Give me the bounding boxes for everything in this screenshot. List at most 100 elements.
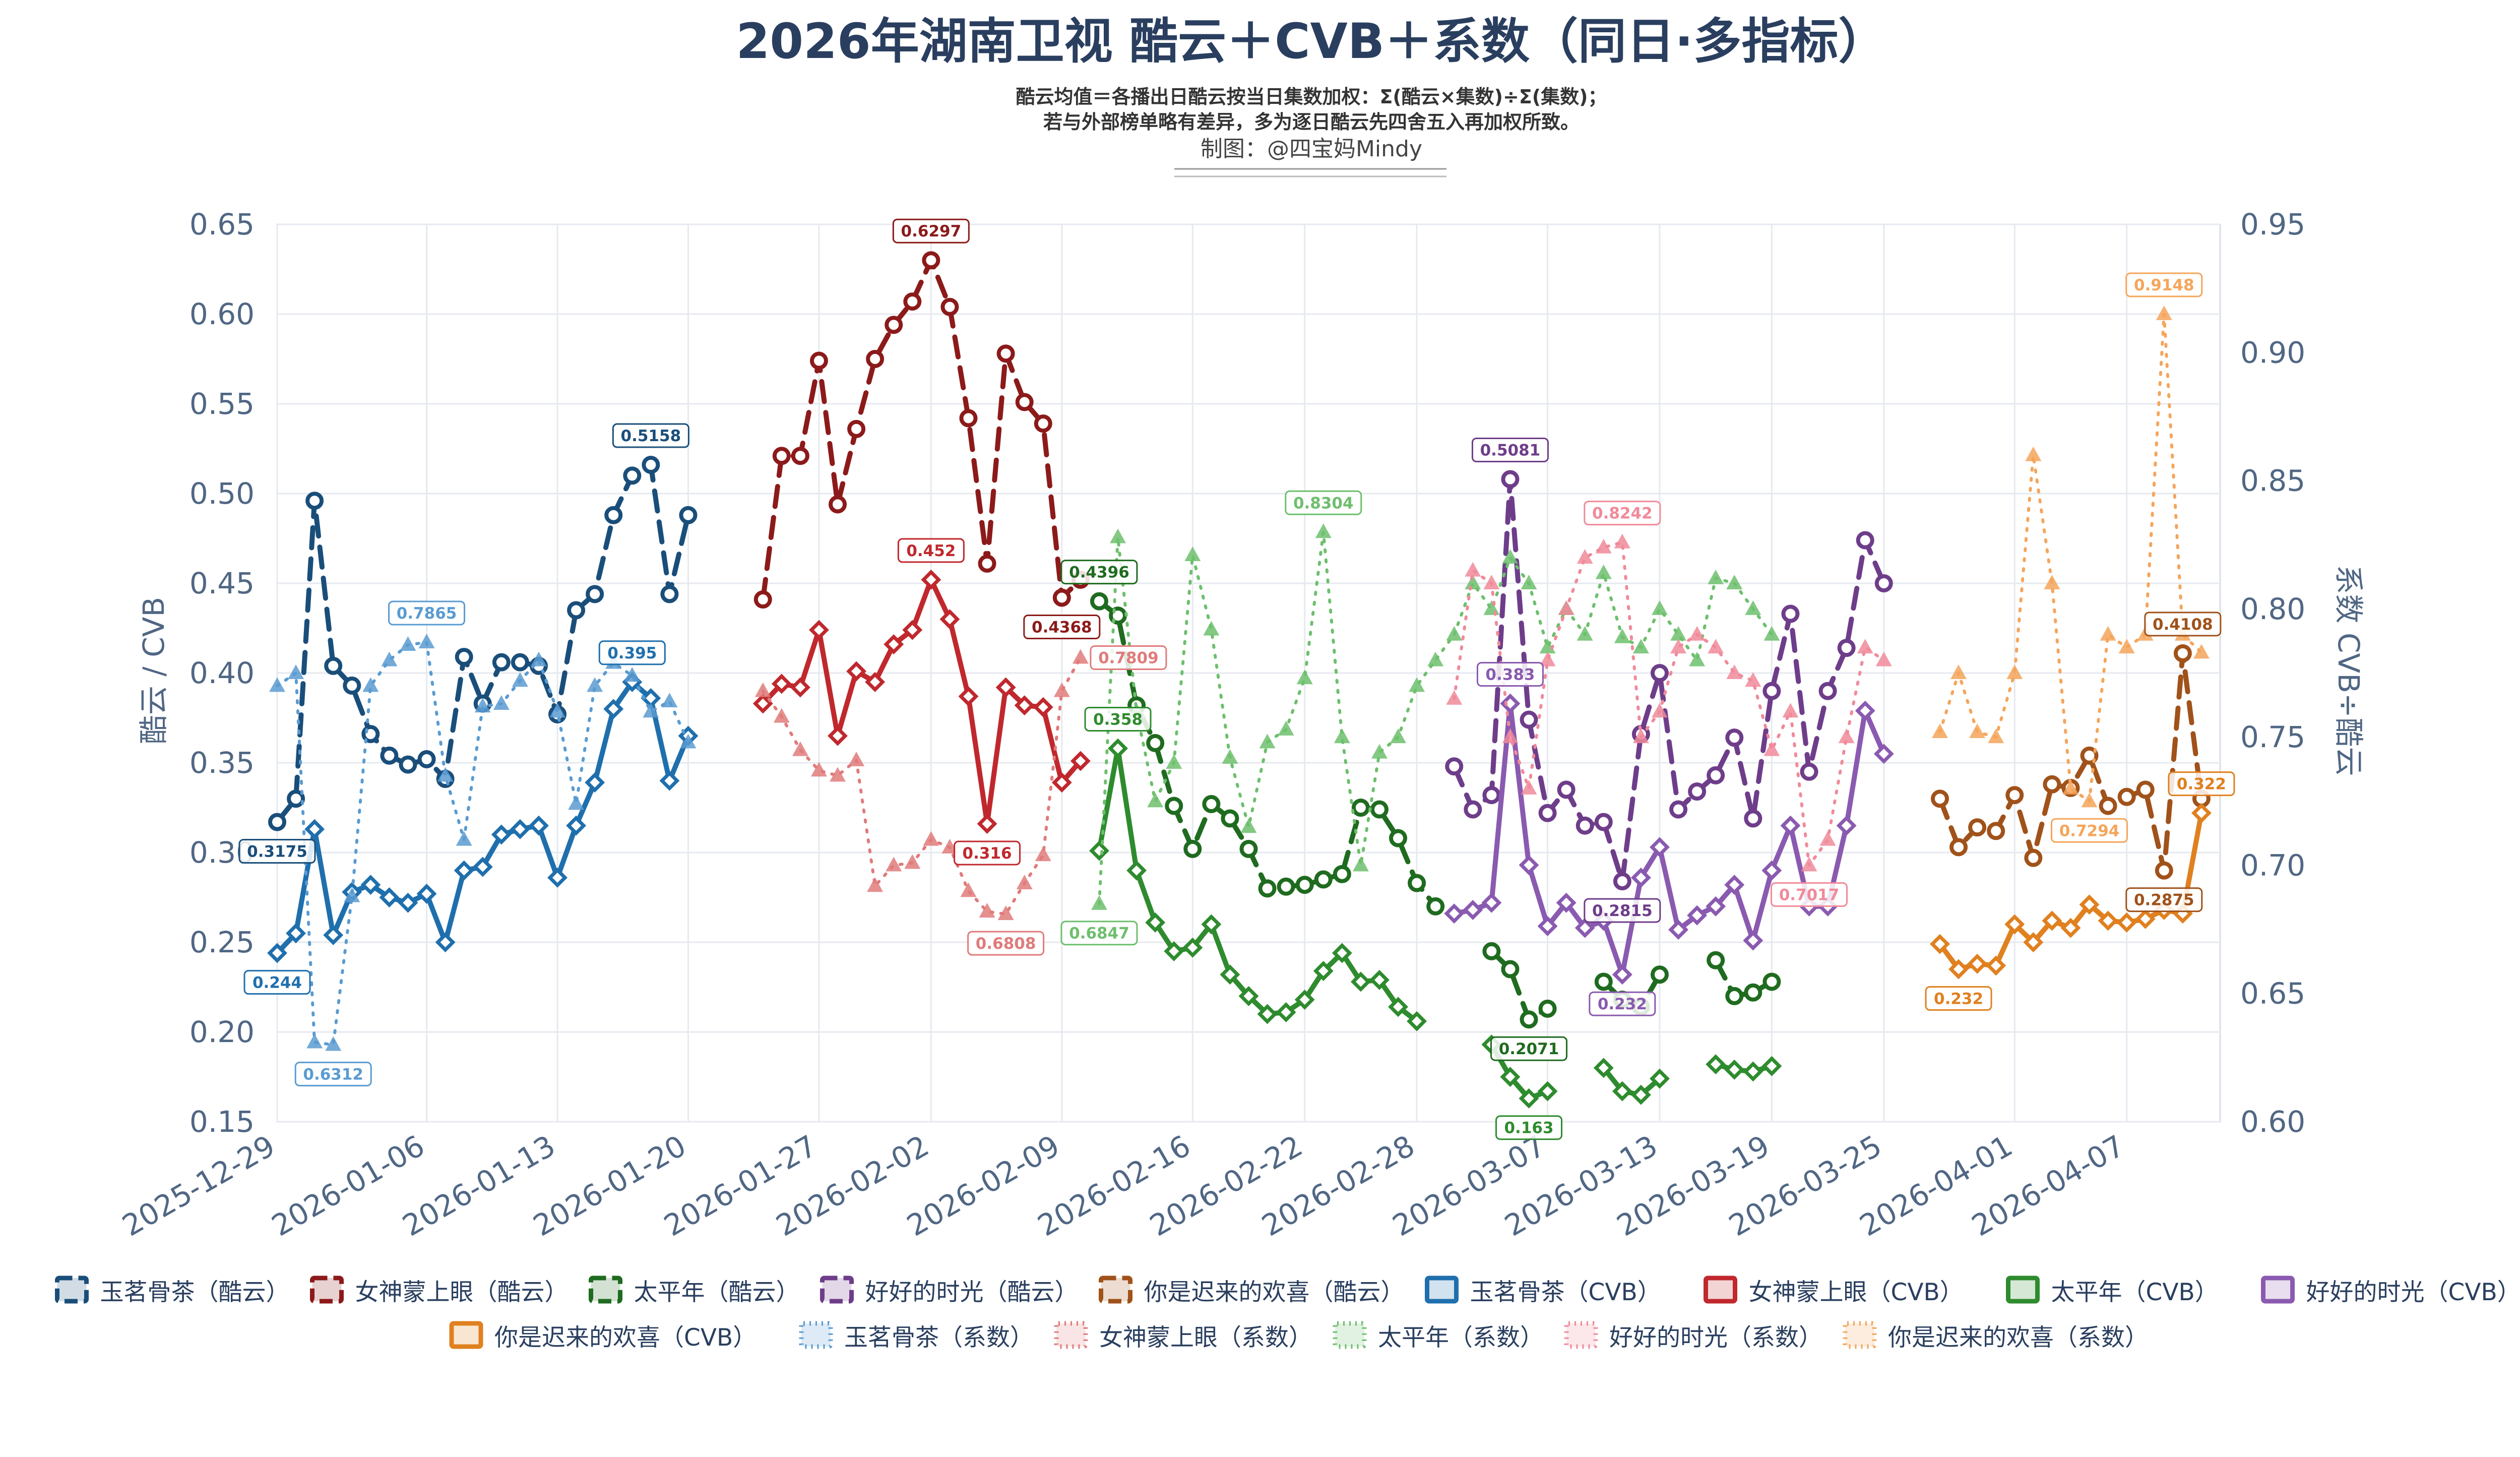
data-point xyxy=(977,814,997,834)
data-point xyxy=(1613,872,1631,890)
legend-item[interactable]: 玉茗骨茶（系数） xyxy=(799,1321,1034,1352)
data-label-text: 0.5081 xyxy=(1480,442,1541,460)
data-point xyxy=(1614,533,1630,549)
data-point xyxy=(885,316,903,334)
data-label: 0.3175 xyxy=(238,838,316,864)
data-point xyxy=(1967,953,1988,974)
right-y-tick-label: 0.80 xyxy=(2240,592,2305,626)
data-point xyxy=(1108,738,1128,759)
data-label-text: 0.163 xyxy=(1504,1119,1553,1137)
data-point xyxy=(472,857,493,877)
legend-item[interactable]: 女神蒙上眼（酷云） xyxy=(310,1276,569,1306)
data-label: 0.322 xyxy=(2168,771,2235,797)
data-point xyxy=(1238,986,1259,1006)
series-line xyxy=(1601,1065,1662,1098)
data-label: 0.2071 xyxy=(1490,1036,1568,1061)
data-point xyxy=(511,653,529,672)
data-point xyxy=(1276,1002,1296,1022)
data-point xyxy=(380,746,399,765)
legend-item[interactable]: 玉茗骨茶（酷云） xyxy=(55,1276,290,1306)
legend-item[interactable]: 好好的时光（酷云） xyxy=(820,1276,1079,1306)
data-label: 0.8304 xyxy=(1285,490,1362,515)
data-point xyxy=(510,819,530,839)
data-point xyxy=(1464,800,1482,819)
legend[interactable]: 玉茗骨茶（酷云） 女神蒙上眼（酷云） 太平年（酷云） 好好的时光（酷云） 你是迟来的欢喜… xyxy=(55,1276,2520,1352)
data-point xyxy=(528,815,549,836)
legend-item[interactable]: 你是迟来的欢喜（酷云） xyxy=(1099,1276,1405,1306)
data-point xyxy=(1481,892,1502,913)
legend-item[interactable]: 好好的时光（系数） xyxy=(1564,1321,1822,1352)
data-label-box xyxy=(1584,501,1661,526)
data-point xyxy=(456,831,472,846)
data-point xyxy=(1501,960,1520,979)
data-label: 0.7017 xyxy=(1771,882,1848,907)
right-y-tick-label: 0.65 xyxy=(2240,977,2305,1011)
data-label-text: 0.395 xyxy=(607,644,657,662)
legend-item[interactable]: 好好的时光（CVB） xyxy=(2261,1276,2520,1306)
data-point xyxy=(1277,877,1295,896)
legend-swatch xyxy=(1704,1276,1737,1304)
legend-label: 女神蒙上眼（酷云） xyxy=(355,1279,569,1306)
data-label-box xyxy=(1476,662,1544,687)
data-point xyxy=(269,677,285,692)
data-point xyxy=(1745,672,1761,687)
data-point xyxy=(1409,677,1425,692)
legend-item[interactable]: 玉茗骨茶（CVB） xyxy=(1425,1276,1661,1306)
data-label-box xyxy=(388,600,466,626)
legend-item[interactable]: 你是迟来的欢喜（系数） xyxy=(1843,1321,2149,1352)
series-kuyun-2 xyxy=(1090,592,1781,1029)
data-point xyxy=(1630,1084,1651,1105)
data-point xyxy=(1630,867,1651,888)
data-point xyxy=(568,795,585,810)
data-point xyxy=(2173,644,2192,662)
legend-swatch xyxy=(2261,1276,2295,1304)
data-label: 0.395 xyxy=(598,640,666,665)
data-label-box xyxy=(238,838,316,864)
data-label: 0.6312 xyxy=(294,1061,372,1086)
data-point xyxy=(829,495,847,514)
data-point xyxy=(753,590,772,609)
data-point xyxy=(1762,682,1781,700)
data-label-box xyxy=(243,969,311,995)
data-point xyxy=(566,815,587,836)
data-point xyxy=(1745,600,1761,615)
data-point xyxy=(454,860,474,881)
data-point xyxy=(1351,799,1370,817)
data-point xyxy=(1857,639,1873,654)
data-point xyxy=(791,447,809,465)
legend-item[interactable]: 太平年（系数） xyxy=(1333,1321,1544,1352)
data-point xyxy=(623,466,642,485)
data-point xyxy=(1222,749,1238,764)
data-point xyxy=(1408,874,1426,892)
data-point xyxy=(549,703,566,718)
data-point xyxy=(1352,857,1369,872)
data-point xyxy=(1201,914,1222,935)
data-label-text: 0.322 xyxy=(2177,775,2226,794)
data-point xyxy=(643,703,659,718)
data-point xyxy=(1446,690,1463,705)
data-point xyxy=(2060,918,2081,938)
right-y-tick-label: 0.70 xyxy=(2240,848,2305,882)
data-point xyxy=(1388,997,1408,1017)
series-coef-12 xyxy=(1091,523,1780,910)
data-label-box xyxy=(1771,882,1848,907)
legend-item[interactable]: 太平年（CVB） xyxy=(2006,1276,2219,1306)
legend-item[interactable]: 女神蒙上眼（系数） xyxy=(1054,1321,1312,1352)
legend-item[interactable]: 你是迟来的欢喜（CVB） xyxy=(449,1321,757,1352)
left-y-tick-label: 0.60 xyxy=(190,297,255,331)
data-point xyxy=(1520,1010,1538,1029)
data-point xyxy=(604,506,623,524)
legend-item[interactable]: 太平年（酷云） xyxy=(589,1276,800,1306)
data-point xyxy=(1725,987,1744,1005)
data-point xyxy=(960,882,977,897)
data-point xyxy=(1145,912,1166,933)
data-point xyxy=(1427,651,1444,666)
data-point xyxy=(810,762,827,777)
legend-label: 你是迟来的欢喜（酷云） xyxy=(1144,1279,1405,1306)
data-point xyxy=(1706,896,1726,917)
data-label-text: 0.358 xyxy=(1093,711,1143,729)
data-label: 0.4396 xyxy=(1060,560,1138,585)
legend-item[interactable]: 女神蒙上眼（CVB） xyxy=(1704,1276,1964,1306)
data-label-text: 0.6847 xyxy=(1069,925,1129,943)
data-point xyxy=(1875,651,1892,666)
